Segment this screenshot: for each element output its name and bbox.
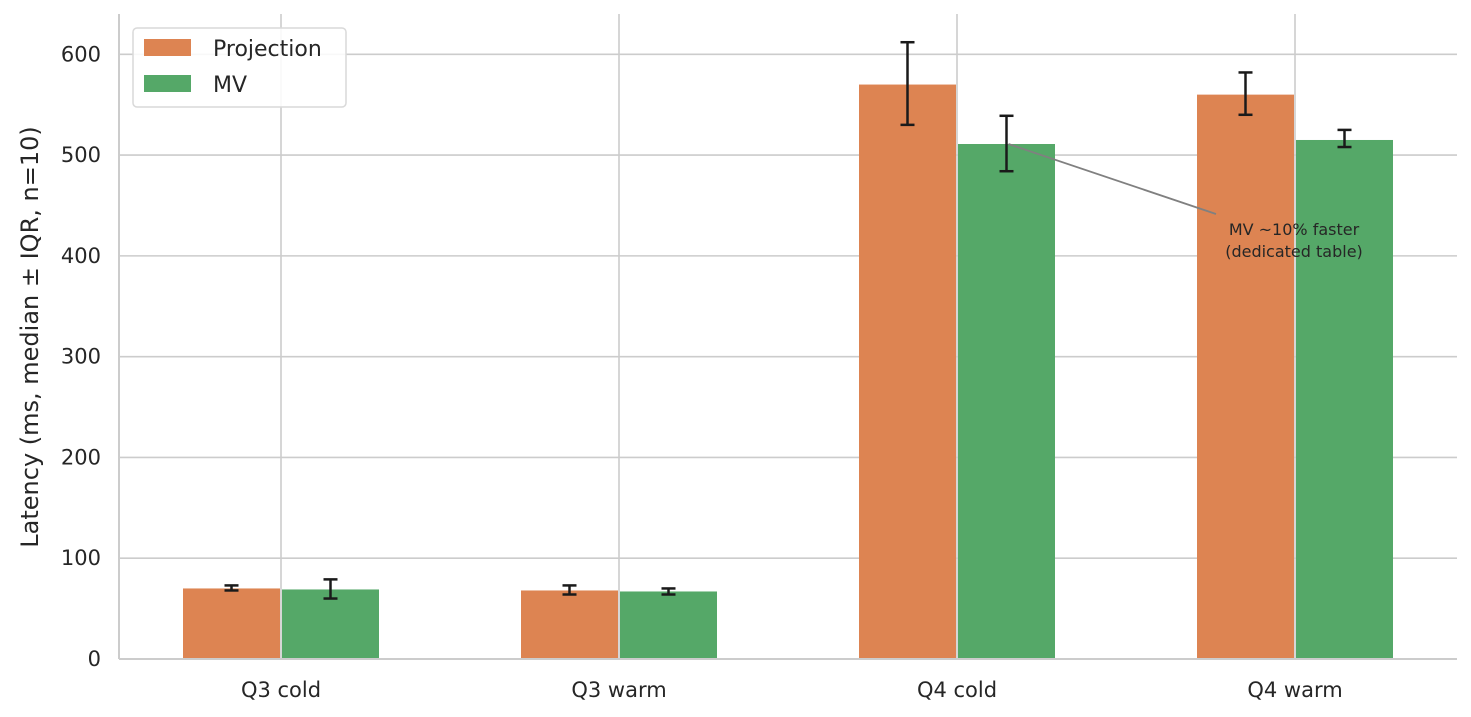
y-tick-label: 400 <box>61 244 101 268</box>
bar-mv <box>1296 139 1393 659</box>
legend-label-projection: Projection <box>213 37 322 62</box>
annotation-arrow <box>1008 143 1217 215</box>
annotation: MV ~10% faster (dedicated table) <box>1008 143 1363 261</box>
x-tick-label: Q4 cold <box>917 678 997 702</box>
y-tick-label: 300 <box>61 345 101 369</box>
bars <box>183 84 1393 659</box>
bar-mv <box>958 144 1055 659</box>
bar-mv <box>282 589 379 659</box>
bar-projection <box>183 588 280 659</box>
tick-labels: 0 100 200 300 400 500 600 Q3 cold Q3 warm Q4 cold… <box>61 42 1343 702</box>
annotation-text: MV ~10% faster <box>1229 220 1360 239</box>
x-tick-label: Q3 cold <box>241 678 321 702</box>
bar-mv <box>620 591 717 659</box>
error-bar-mv <box>661 587 676 596</box>
error-bar-mv <box>323 578 338 600</box>
bar-projection <box>859 84 956 659</box>
error-bar-projection <box>562 584 577 596</box>
y-tick-label: 0 <box>88 647 101 671</box>
legend-swatch-projection <box>144 39 191 56</box>
legend-label-mv: MV <box>213 73 247 98</box>
error-bar-projection <box>900 40 915 127</box>
y-axis-label: Latency (ms, median ± IQR, n=10) <box>16 126 44 547</box>
y-tick-label: 100 <box>61 546 101 570</box>
bar-projection <box>521 590 618 659</box>
axes <box>118 14 1457 660</box>
error-bar-mv <box>1337 128 1352 149</box>
x-tick-label: Q4 warm <box>1247 678 1342 702</box>
error-bar-projection <box>224 584 239 592</box>
annotation-text: (dedicated table) <box>1225 242 1363 261</box>
error-bar-projection <box>1238 71 1253 117</box>
error-bars <box>224 40 1352 600</box>
y-tick-label: 600 <box>61 42 101 66</box>
bar-projection <box>1197 94 1294 659</box>
legend-swatch-mv <box>144 75 191 92</box>
y-tick-label: 500 <box>61 143 101 167</box>
error-bar-mv <box>999 114 1014 173</box>
x-tick-label: Q3 warm <box>571 678 666 702</box>
y-tick-label: 200 <box>61 445 101 469</box>
legend[interactable]: Projection MV <box>132 27 347 108</box>
